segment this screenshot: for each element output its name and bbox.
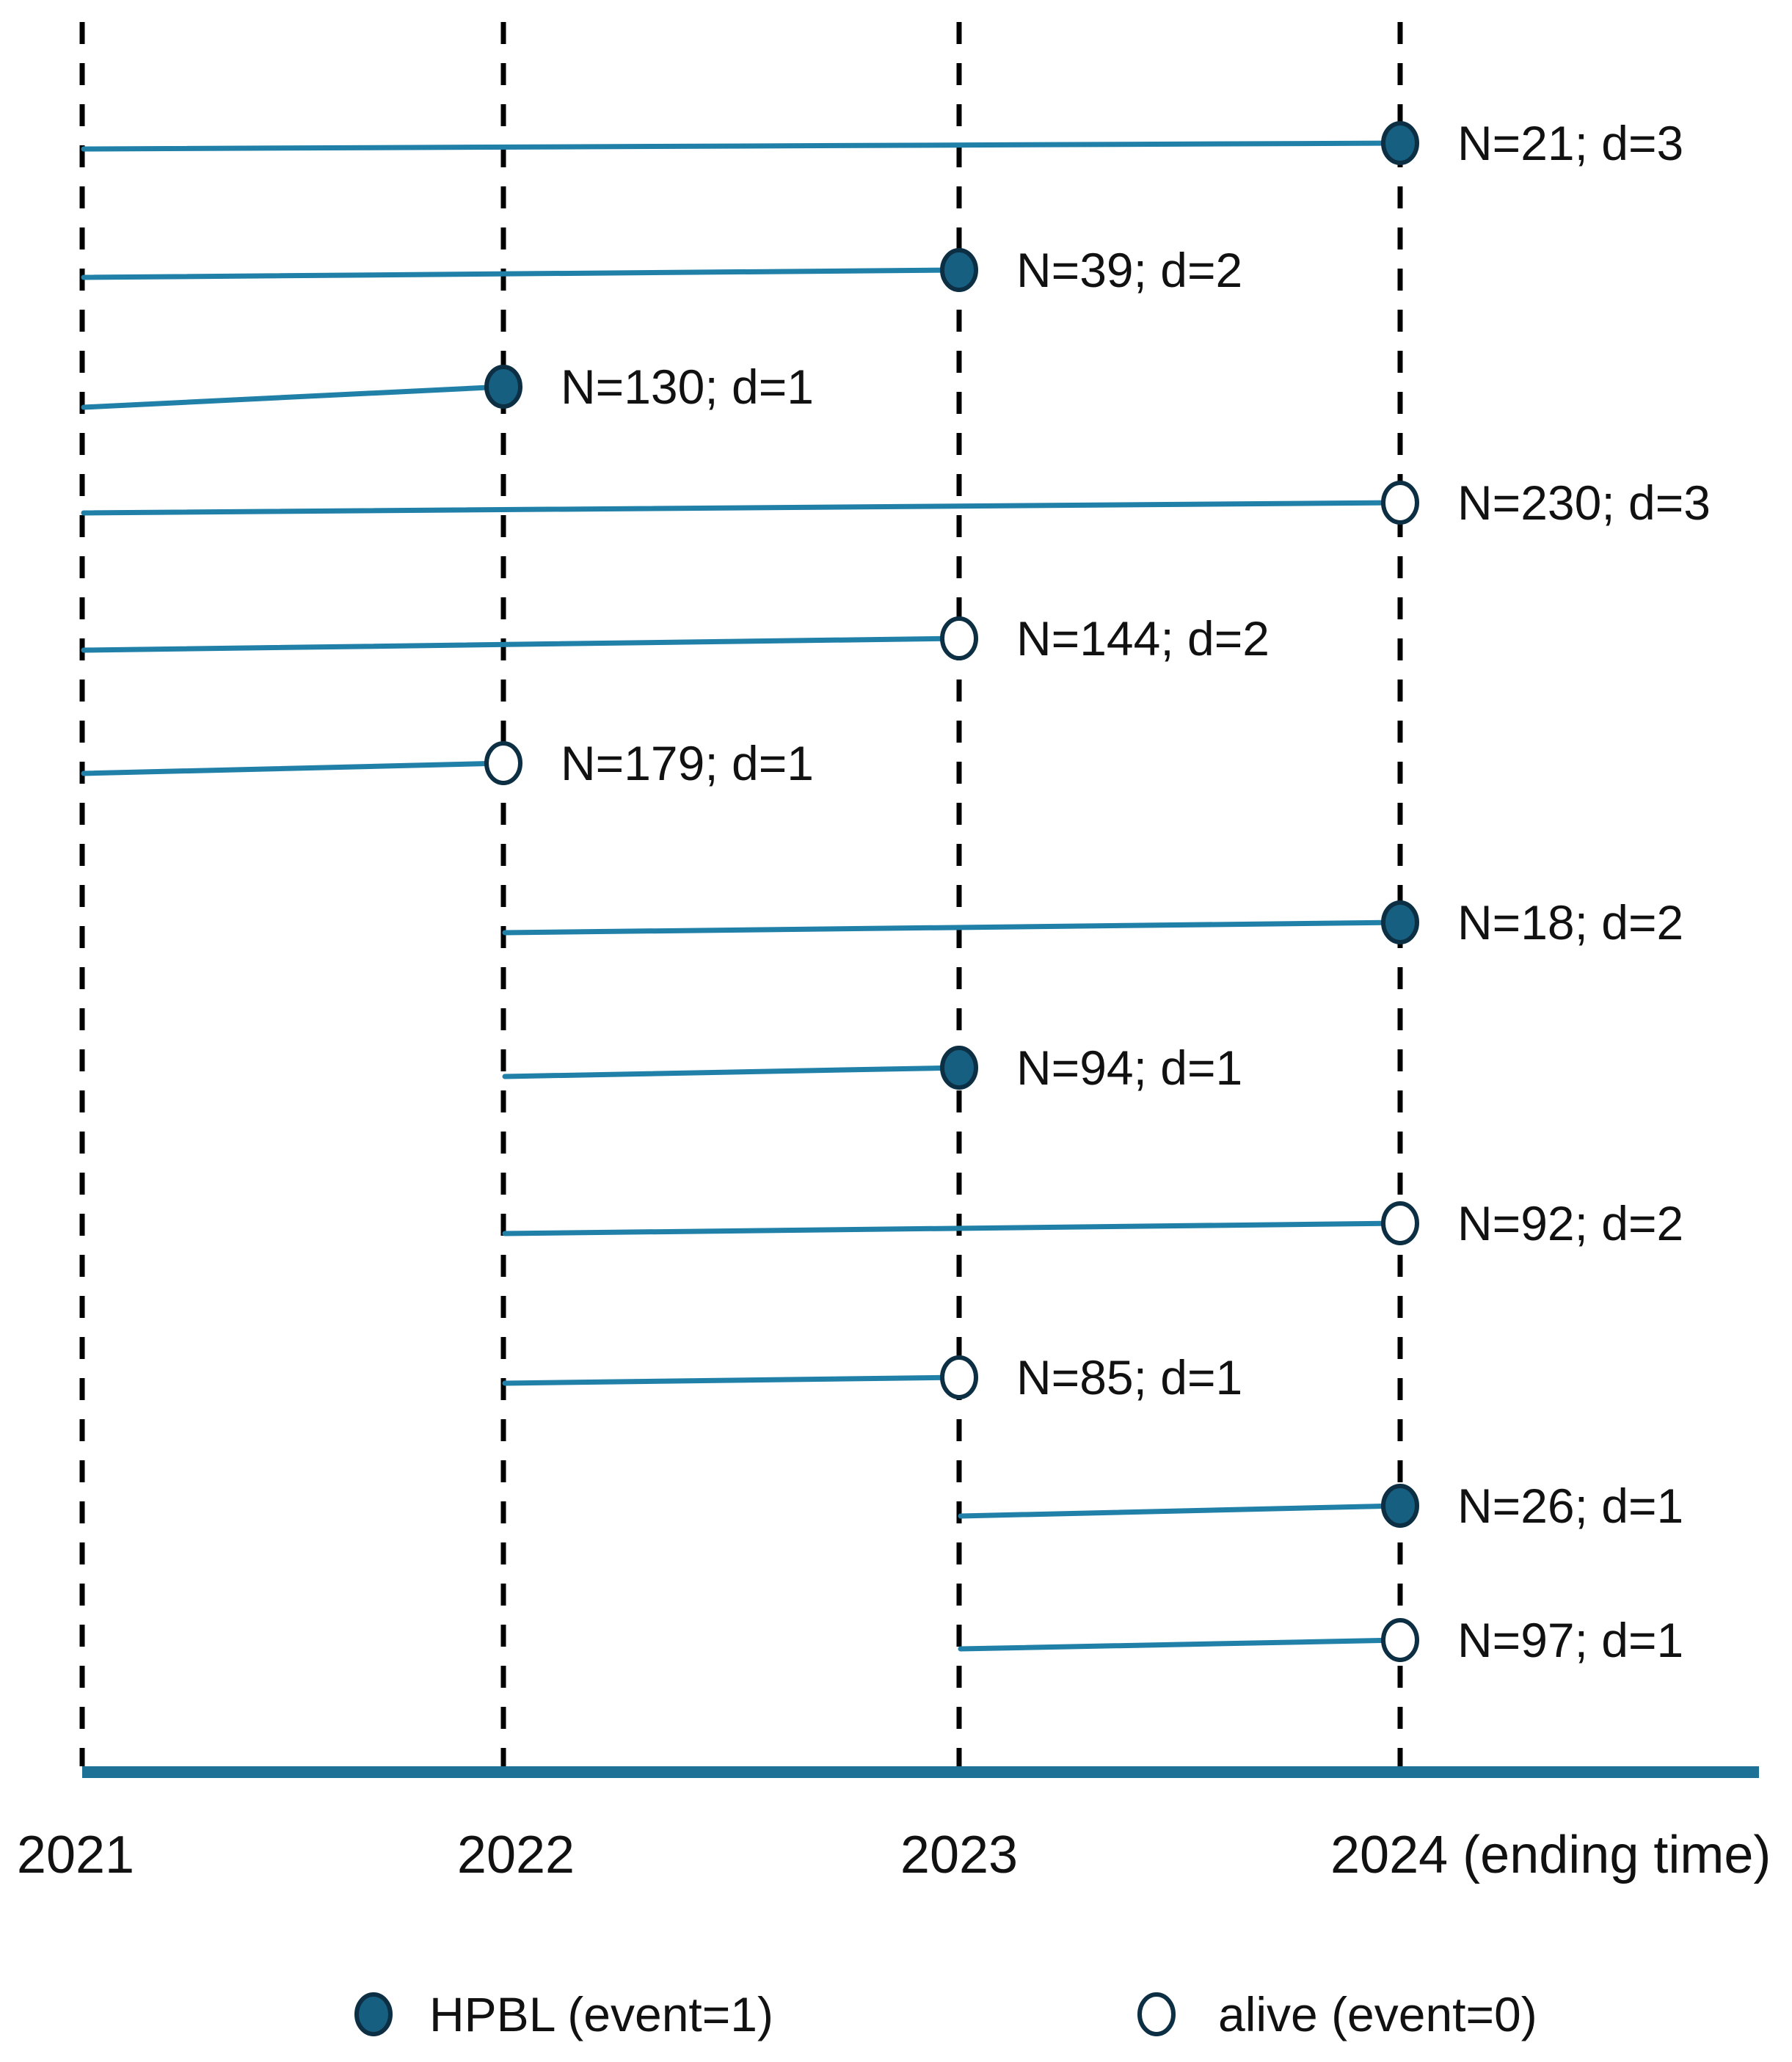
cohort-label: N=94; d=1 (1016, 1041, 1242, 1095)
cohort-line (958, 1503, 1403, 1519)
cohort-line (502, 1220, 1403, 1236)
cohort-label: N=39; d=2 (1016, 243, 1242, 297)
x-tick-label: 2024 (ending time) (1330, 1826, 1771, 1884)
cohort-label: N=92; d=2 (1457, 1196, 1683, 1250)
cohort-label: N=97; d=1 (1457, 1613, 1683, 1667)
cohort-line (81, 140, 1403, 152)
event-marker-filled (1381, 1484, 1419, 1528)
legend-label: alive (event=0) (1218, 1987, 1537, 2041)
cohort-label: N=85; d=1 (1016, 1350, 1242, 1405)
event-marker-open (1381, 481, 1419, 525)
cohort-line (81, 384, 506, 410)
cohort-line (81, 500, 1403, 516)
cohort-line (502, 1374, 962, 1386)
event-marker-filled (1381, 121, 1419, 165)
cohort-label: N=21; d=3 (1457, 116, 1683, 170)
event-marker-filled (940, 1046, 978, 1090)
cohort-label: N=230; d=3 (1457, 476, 1711, 530)
cohort-label: N=18; d=2 (1457, 895, 1683, 950)
cohort-line (81, 267, 962, 280)
x-axis-bar (82, 1766, 1759, 1778)
cohort-line (958, 1637, 1403, 1652)
event-marker-filled (940, 248, 978, 292)
event-marker-open (940, 616, 978, 660)
cohort-line (81, 635, 962, 653)
event-marker-open (940, 1355, 978, 1399)
legend-label: HPBL (event=1) (429, 1987, 773, 2041)
event-marker-open (1381, 1201, 1419, 1245)
legend-marker-open (1137, 1992, 1176, 2036)
x-tick-label: 2022 (457, 1826, 575, 1884)
x-tick-label: 2021 (17, 1826, 134, 1884)
event-marker-open (484, 741, 522, 785)
cohort-label: N=130; d=1 (561, 360, 814, 414)
event-marker-filled (484, 365, 522, 409)
cohort-line (502, 919, 1403, 936)
legend-marker-filled (354, 1992, 393, 2036)
cohort-label: N=179; d=1 (561, 736, 814, 790)
cohort-label: N=26; d=1 (1457, 1479, 1683, 1533)
x-tick-label: 2023 (900, 1826, 1018, 1884)
event-marker-filled (1381, 900, 1419, 944)
event-marker-open (1381, 1618, 1419, 1662)
cohort-line (81, 760, 506, 776)
cohort-label: N=144; d=2 (1016, 611, 1270, 666)
cohort-line (502, 1065, 962, 1079)
